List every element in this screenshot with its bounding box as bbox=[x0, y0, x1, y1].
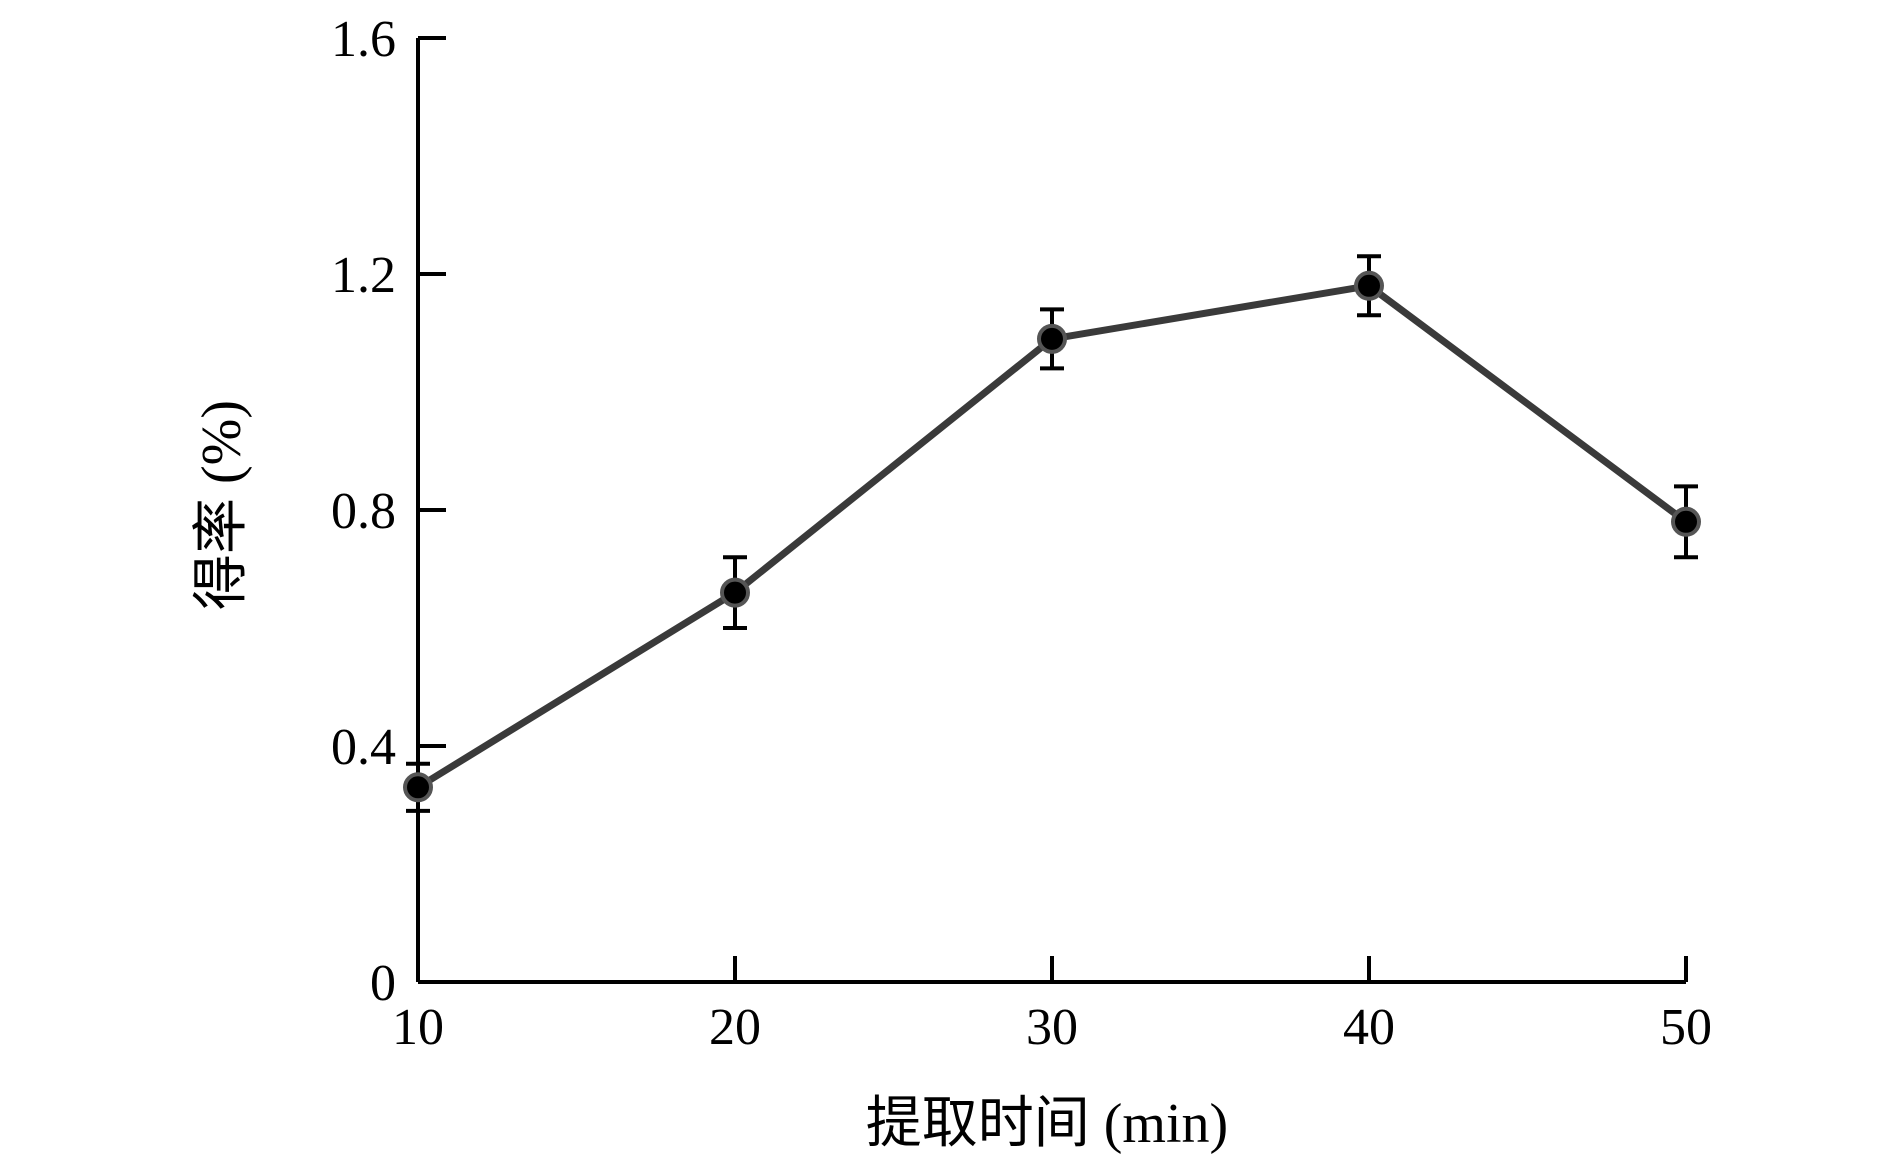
data-point bbox=[403, 772, 433, 803]
x-tick-label: 20 bbox=[709, 999, 761, 1056]
x-tick-label: 40 bbox=[1343, 999, 1395, 1056]
series bbox=[403, 254, 1701, 813]
data-point bbox=[1671, 506, 1701, 537]
x-tick-label: 50 bbox=[1660, 999, 1712, 1056]
y-tick-label: 1.6 bbox=[331, 11, 396, 68]
y-tick-label: 0.4 bbox=[331, 719, 396, 776]
y-tick-label: 0 bbox=[370, 955, 396, 1012]
axes bbox=[416, 38, 1686, 984]
data-point bbox=[1037, 323, 1067, 354]
y-tick-label: 1.2 bbox=[331, 247, 396, 304]
x-tick-label: 30 bbox=[1026, 999, 1078, 1056]
data-point bbox=[1354, 270, 1384, 301]
data-point bbox=[720, 577, 750, 608]
x-axis-label: 提取时间 (min) bbox=[866, 1093, 1228, 1155]
x-tick-label: 10 bbox=[392, 999, 444, 1056]
y-tick-label: 0.8 bbox=[331, 483, 396, 540]
ticks: 0 0.4 0.8 1.2 1.6 10 20 30 40 50 bbox=[331, 11, 1712, 1056]
y-axis-label: 得率 (%) bbox=[191, 400, 253, 610]
